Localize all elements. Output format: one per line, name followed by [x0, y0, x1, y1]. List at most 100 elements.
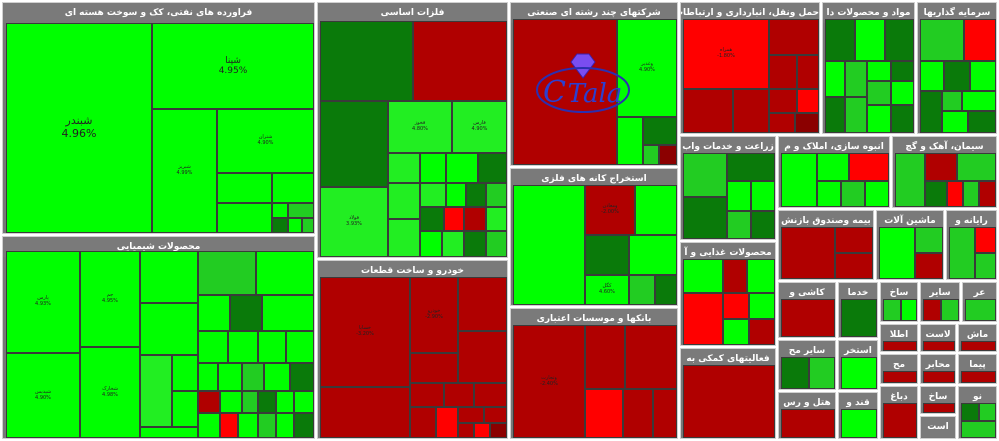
stock-tile[interactable] — [272, 173, 314, 203]
stock-tile[interactable] — [835, 227, 873, 253]
stock-tile[interactable] — [723, 319, 749, 345]
stock-tile[interactable] — [920, 19, 964, 61]
stock-tile[interactable] — [474, 383, 507, 407]
stock-tile[interactable] — [925, 181, 947, 207]
stock-tile[interactable] — [781, 153, 817, 207]
stock-tile[interactable] — [923, 371, 955, 383]
stock-tile[interactable] — [484, 407, 507, 423]
stock-tile[interactable]: فارس 4.90% — [452, 101, 507, 153]
stock-tile[interactable] — [961, 403, 979, 421]
stock-tile[interactable] — [217, 173, 272, 203]
stock-tile[interactable] — [258, 413, 276, 438]
sector-cement[interactable]: سیمان، آهک و گچ — [892, 136, 997, 208]
stock-tile[interactable] — [683, 365, 775, 438]
stock-tile[interactable] — [975, 253, 996, 279]
stock-tile[interactable] — [975, 227, 996, 253]
stock-tile[interactable] — [294, 413, 314, 438]
stock-tile[interactable]: شپنا 4.95% — [152, 23, 314, 109]
stock-tile[interactable] — [849, 153, 889, 181]
sector-retail[interactable]: عر — [962, 282, 997, 322]
stock-tile[interactable]: خساپا -3.20% — [320, 277, 410, 387]
stock-tile[interactable] — [923, 299, 941, 321]
stock-tile[interactable] — [920, 91, 942, 133]
stock-tile[interactable] — [218, 363, 242, 391]
stock-tile[interactable] — [272, 203, 288, 218]
stock-tile[interactable] — [941, 299, 959, 321]
stock-tile[interactable] — [230, 295, 262, 331]
stock-tile[interactable] — [825, 97, 845, 133]
stock-tile[interactable] — [458, 331, 507, 383]
stock-tile[interactable] — [256, 251, 314, 295]
stock-tile[interactable] — [867, 81, 891, 105]
stock-tile[interactable] — [825, 61, 845, 97]
stock-tile[interactable] — [629, 275, 655, 305]
sector-services[interactable]: خدما — [838, 282, 878, 338]
stock-tile[interactable] — [968, 111, 996, 133]
stock-tile[interactable] — [486, 183, 507, 207]
stock-tile[interactable] — [513, 185, 585, 305]
stock-tile[interactable] — [217, 203, 272, 233]
stock-tile[interactable] — [140, 427, 198, 438]
stock-tile[interactable] — [635, 185, 677, 235]
sector-investment[interactable]: سرمایه گذاریها — [917, 2, 997, 134]
stock-tile[interactable] — [228, 331, 258, 363]
sector-food[interactable]: محصولات غذایی و آ — [680, 242, 776, 346]
stock-tile[interactable] — [436, 407, 458, 438]
stock-tile[interactable] — [420, 207, 444, 231]
stock-tile[interactable] — [885, 19, 914, 61]
stock-tile[interactable] — [961, 371, 996, 383]
sector-refinery[interactable]: فراورده های نفتی، کک و سوخت هسته ای شبند… — [2, 2, 315, 234]
stock-tile[interactable] — [895, 153, 925, 207]
stock-tile[interactable]: جم 4.95% — [80, 251, 140, 347]
stock-tile[interactable] — [585, 389, 623, 438]
stock-tile[interactable] — [915, 253, 943, 279]
stock-tile[interactable] — [444, 383, 474, 407]
stock-tile[interactable] — [464, 207, 486, 231]
stock-tile[interactable] — [891, 61, 914, 81]
stock-tile[interactable] — [288, 203, 314, 218]
stock-tile[interactable]: شپدیس 4.90% — [6, 353, 80, 438]
stock-tile[interactable] — [845, 97, 867, 133]
stock-tile[interactable] — [302, 218, 314, 233]
stock-tile[interactable] — [979, 403, 996, 421]
stock-tile[interactable] — [464, 231, 486, 257]
stock-tile[interactable] — [891, 105, 914, 133]
stock-tile[interactable] — [883, 341, 917, 351]
stock-tile[interactable] — [923, 403, 955, 413]
stock-tile[interactable] — [629, 235, 677, 275]
stock-tile[interactable] — [769, 55, 797, 89]
sector-chemicals[interactable]: محصولات شیمیایی پارس 4.93% شپدیس 4.90% ج… — [2, 236, 315, 439]
stock-tile[interactable] — [486, 231, 507, 257]
stock-tile[interactable] — [238, 413, 258, 438]
stock-tile[interactable] — [727, 211, 751, 239]
stock-tile[interactable] — [474, 423, 490, 438]
sector-banks[interactable]: بانکها و موسسات اعتباری وتجارت -2.40% — [510, 308, 678, 439]
stock-tile[interactable] — [198, 331, 228, 363]
stock-tile[interactable] — [220, 391, 242, 413]
stock-tile[interactable] — [883, 299, 901, 321]
sector-tile-ceramic[interactable]: کاشی و — [778, 282, 836, 338]
sector-information[interactable]: اطلا — [880, 324, 918, 352]
stock-tile[interactable] — [643, 145, 659, 165]
sector-tires[interactable]: لاست — [920, 324, 956, 352]
stock-tile[interactable] — [964, 19, 996, 61]
stock-tile[interactable] — [446, 153, 478, 183]
stock-tile[interactable] — [781, 409, 835, 438]
stock-tile[interactable] — [683, 153, 727, 197]
stock-tile[interactable] — [458, 423, 474, 438]
stock-tile[interactable] — [220, 413, 238, 438]
stock-tile[interactable] — [486, 207, 507, 231]
stock-tile[interactable] — [420, 153, 446, 183]
sector-construction-2[interactable]: ساخ — [920, 386, 956, 414]
stock-tile[interactable] — [865, 181, 889, 207]
stock-tile[interactable] — [962, 91, 996, 111]
sector-misc[interactable]: مح — [880, 354, 918, 384]
stock-tile[interactable] — [797, 55, 819, 89]
stock-tile[interactable] — [961, 341, 996, 351]
stock-tile[interactable] — [957, 153, 996, 181]
stock-tile[interactable]: کگل 4.60% — [585, 275, 629, 305]
stock-tile[interactable] — [949, 227, 975, 279]
stock-tile[interactable]: شبریز 4.99% — [152, 109, 217, 233]
stock-tile[interactable] — [655, 275, 677, 305]
stock-tile[interactable] — [947, 181, 963, 207]
